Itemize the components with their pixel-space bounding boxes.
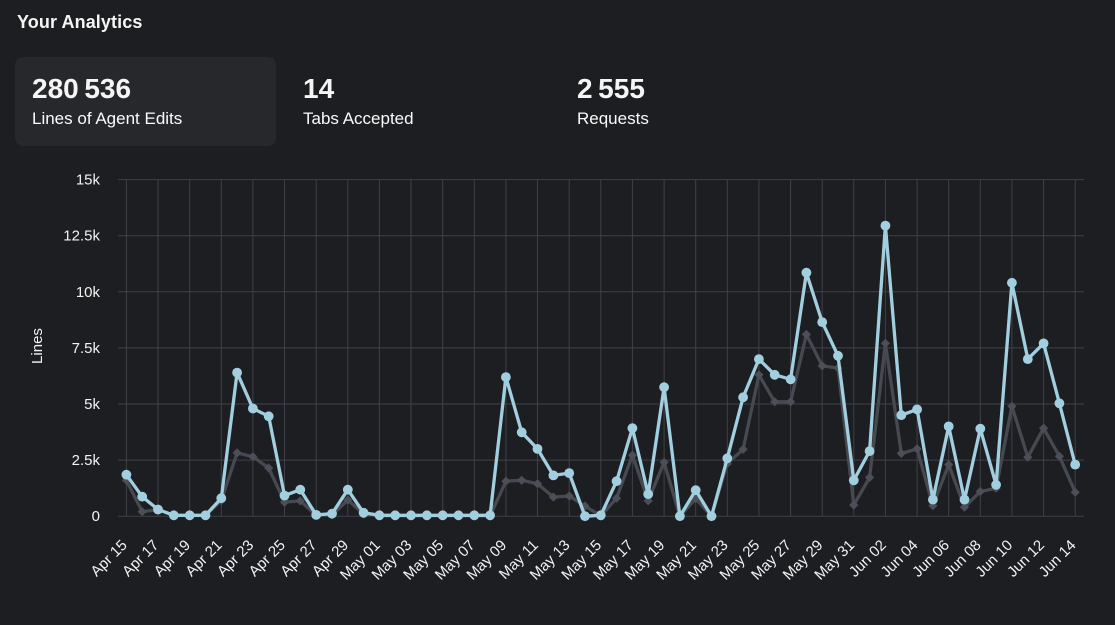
svg-text:2.5k: 2.5k: [72, 452, 101, 469]
svg-text:Lines: Lines: [29, 328, 46, 364]
svg-text:0: 0: [92, 508, 100, 525]
svg-text:7.5k: 7.5k: [72, 340, 101, 357]
svg-text:12.5k: 12.5k: [63, 228, 100, 245]
svg-text:10k: 10k: [76, 284, 101, 301]
svg-text:15k: 15k: [76, 172, 101, 189]
svg-text:5k: 5k: [84, 396, 100, 413]
